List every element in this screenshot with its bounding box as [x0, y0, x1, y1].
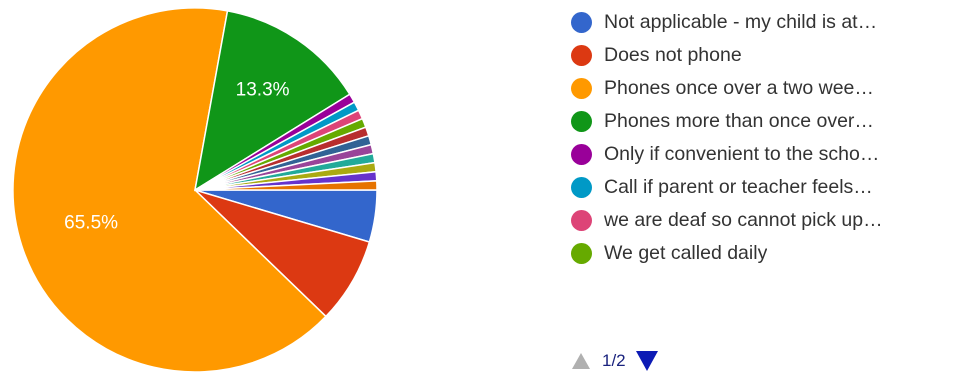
pie-slice — [12, 7, 327, 373]
legend-label: Call if parent or teacher feels… — [604, 176, 873, 198]
legend-item: Only if convenient to the scho… — [571, 138, 951, 171]
pager-prev-icon[interactable] — [572, 353, 590, 369]
legend-label: Phones once over a two wee… — [604, 77, 874, 99]
legend-swatch-icon — [571, 78, 592, 99]
legend-item: we are deaf so cannot pick up… — [571, 204, 951, 237]
pie-slice — [193, 10, 351, 192]
legend-label: Only if convenient to the scho… — [604, 143, 880, 165]
pie-slice — [194, 180, 378, 191]
pager-next-icon[interactable] — [635, 351, 658, 371]
legend-swatch-icon — [571, 45, 592, 66]
legend-label: Not applicable - my child is at… — [604, 11, 878, 33]
pager-text: 1/2 — [602, 351, 626, 370]
legend-pager: 1/2 — [572, 348, 658, 374]
legend-label: We get called daily — [604, 242, 768, 264]
legend-item: Phones once over a two wee… — [571, 72, 951, 105]
legend-swatch-icon — [571, 210, 592, 231]
legend: Not applicable - my child is at… Does not… — [571, 6, 951, 270]
legend-swatch-icon — [571, 144, 592, 165]
legend-item: Phones more than once over… — [571, 105, 951, 138]
legend-item: Not applicable - my child is at… — [571, 6, 951, 39]
legend-label: Does not phone — [604, 44, 742, 66]
legend-item: Does not phone — [571, 39, 951, 72]
pie-svg: 65.5% 13.3% — [12, 7, 378, 373]
slice-percent-label: 65.5% — [64, 213, 118, 234]
legend-label: Phones more than once over… — [604, 110, 874, 132]
legend-label: we are deaf so cannot pick up… — [604, 209, 883, 231]
legend-item: Call if parent or teacher feels… — [571, 171, 951, 204]
legend-swatch-icon — [571, 111, 592, 132]
slice-percent-label: 13.3% — [236, 80, 290, 101]
legend-swatch-icon — [571, 177, 592, 198]
legend-swatch-icon — [571, 243, 592, 264]
legend-swatch-icon — [571, 12, 592, 33]
legend-item: We get called daily — [571, 237, 951, 270]
